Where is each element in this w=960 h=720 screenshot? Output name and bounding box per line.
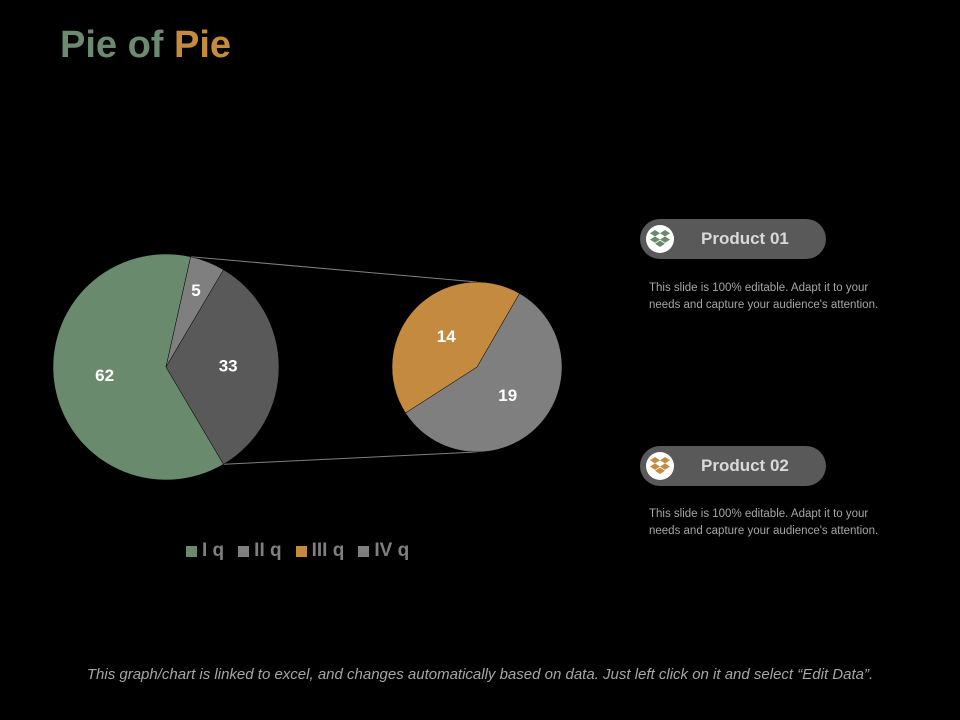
footer-note: This graph/chart is linked to excel, and… [86,666,874,683]
title-part-2: Pie [174,24,232,66]
main-pie-slice [52,253,224,481]
legend-label: II q [254,540,282,561]
product-02-label: Product 02 [701,456,789,475]
main-pie-data-label: 5 [191,281,200,300]
product-01-label: Product 01 [701,229,789,248]
legend-item-iv-q: IV q [358,540,409,562]
connector-line-bottom [223,451,478,465]
secondary-pie-slice [405,293,563,453]
main-pie-slice [165,269,280,465]
legend-swatch [358,545,370,557]
legend-label: I q [202,540,225,561]
connector-line-top [190,256,478,283]
legend-swatch [186,545,197,557]
legend-label: III q [311,540,345,561]
secondary-pie-data-label: 14 [437,327,456,346]
legend-swatch [295,545,307,557]
main-pie-data-label: 62 [95,366,114,385]
title-part-1: Pie of [60,24,164,66]
dropbox-icon [646,452,674,480]
product-01-pill: Product 01 [640,219,826,259]
dropbox-icon [646,225,674,253]
legend-item-ii-q: II q [238,540,282,562]
page-title: Pie of Pie [60,22,231,68]
main-pie-data-label: 33 [219,356,238,375]
legend-swatch [238,545,250,557]
chart-legend: I q II q III q IV q [186,540,409,562]
legend-item-i-q: I q [186,540,224,562]
product-01-description: This slide is 100% editable. Adapt it to… [649,282,879,311]
secondary-pie-data-label: 19 [498,386,517,405]
product-02-description: This slide is 100% editable. Adapt it to… [649,508,879,537]
legend-item-iii-q: III q [295,540,345,562]
secondary-pie-slice [391,281,520,414]
product-02-pill: Product 02 [640,446,826,486]
legend-label: IV q [374,540,410,561]
